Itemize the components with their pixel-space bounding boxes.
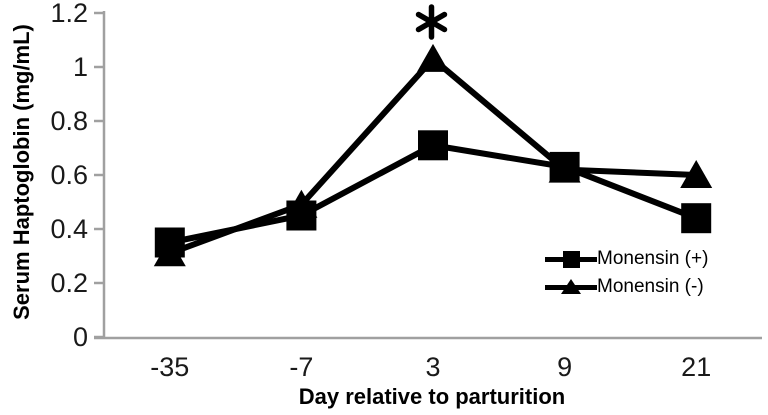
square-marker-icon <box>562 250 580 268</box>
legend-sample-monensin-minus <box>545 274 597 300</box>
triangle-marker-icon <box>561 279 581 294</box>
square-marker <box>681 203 712 234</box>
legend-label-monensin-plus: Monensin (+) <box>597 248 709 269</box>
legend: Monensin (+) Monensin (-) <box>545 246 708 300</box>
triangle-marker <box>680 160 713 188</box>
y-tick-label: 0.6 <box>50 160 88 190</box>
square-marker <box>154 227 185 258</box>
x-tick-label: 21 <box>681 352 711 382</box>
square-marker <box>418 130 448 161</box>
legend-item-monensin-minus: Monensin (-) <box>545 274 708 300</box>
x-axis-title: Day relative to parturition <box>298 384 566 409</box>
significance-asterisk-icon <box>415 11 448 33</box>
square-marker <box>286 200 317 231</box>
legend-item-monensin-plus: Monensin (+) <box>545 246 708 272</box>
triangle-marker <box>417 43 449 72</box>
square-marker <box>549 151 580 182</box>
y-tick-label: 0.8 <box>50 106 88 136</box>
legend-sample-monensin-plus <box>545 246 597 272</box>
y-axis-title: Serum Haptoglobin (mg/mL) <box>9 24 34 320</box>
y-tick-label: 1.2 <box>50 0 88 28</box>
y-tick-label: 1 <box>73 52 88 82</box>
y-tick-label: 0.2 <box>50 268 88 298</box>
x-tick-label: 3 <box>425 352 440 382</box>
y-tick-label: 0.4 <box>50 214 88 244</box>
legend-label-monensin-minus: Monensin (-) <box>597 276 704 297</box>
y-tick-label: 0 <box>73 322 88 352</box>
x-tick-label: 9 <box>557 352 572 382</box>
x-tick-label: -7 <box>289 352 313 382</box>
x-tick-label: -35 <box>150 352 189 382</box>
